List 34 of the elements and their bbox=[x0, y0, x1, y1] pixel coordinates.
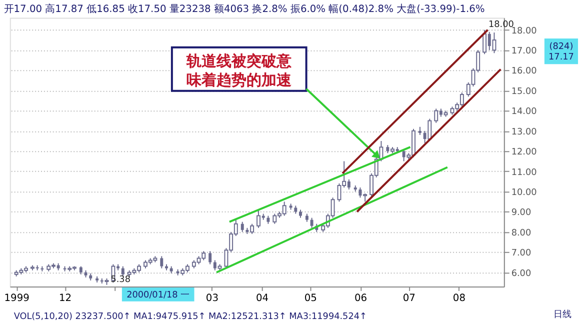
x-tick-label: 03 bbox=[206, 292, 218, 304]
annotation: 轨道线被突破意味着趋势的加速 bbox=[186, 52, 293, 89]
y-tick-label: 8.00 bbox=[511, 228, 532, 238]
candlestick bbox=[434, 108, 438, 124]
text: 2000/01/18 一 bbox=[126, 290, 190, 300]
y-tick-label: 12.00 bbox=[511, 148, 538, 158]
x-tick-label: 08 bbox=[452, 292, 466, 304]
chart-title: 开17.00 高17.87 低16.85 收17.50 量23238 额4063 换2.8% 振6.0% 幅(0.48)2.8% 大盘(-33.99)-1.6% bbox=[4, 2, 485, 15]
y-tick-label: 13.00 bbox=[511, 127, 538, 138]
candlestick bbox=[121, 266, 124, 277]
text: 日线 bbox=[553, 309, 572, 320]
candlestick bbox=[482, 29, 487, 55]
candlestick bbox=[492, 32, 496, 54]
candlestick bbox=[160, 256, 164, 269]
y-tick-label: 7.00 bbox=[511, 248, 532, 259]
candlestick bbox=[310, 217, 314, 228]
candlestick bbox=[208, 250, 212, 265]
x-tick-label: 06 bbox=[354, 292, 368, 304]
text: VOL(5,10,20) 23237.500↑ MA1:9475.915↑ MA2:12521.313↑ MA3:11994.524↑ bbox=[14, 312, 367, 322]
candlestick bbox=[240, 221, 244, 232]
y-tick-label: 6.00 bbox=[511, 268, 532, 279]
x-tick-label: 1999 bbox=[4, 292, 30, 304]
y-tick-label: 14.00 bbox=[511, 107, 538, 118]
y-tick-label: 15.00 bbox=[511, 86, 538, 97]
y-tick-label: 9.00 bbox=[511, 208, 532, 218]
x-tick-label: 07 bbox=[402, 292, 416, 304]
x-tick-label: 05 bbox=[304, 292, 317, 304]
x-tick-label: 12 bbox=[58, 292, 72, 304]
y-tick-label: 16.00 bbox=[511, 66, 538, 77]
text: (824) 17.17 bbox=[548, 42, 574, 63]
y-tick-label: 11.00 bbox=[511, 168, 538, 178]
x-tick-label: 04 bbox=[256, 292, 269, 304]
y-tick-label: 10.00 bbox=[511, 188, 538, 198]
y-tick-label: 17.00 bbox=[511, 46, 538, 57]
